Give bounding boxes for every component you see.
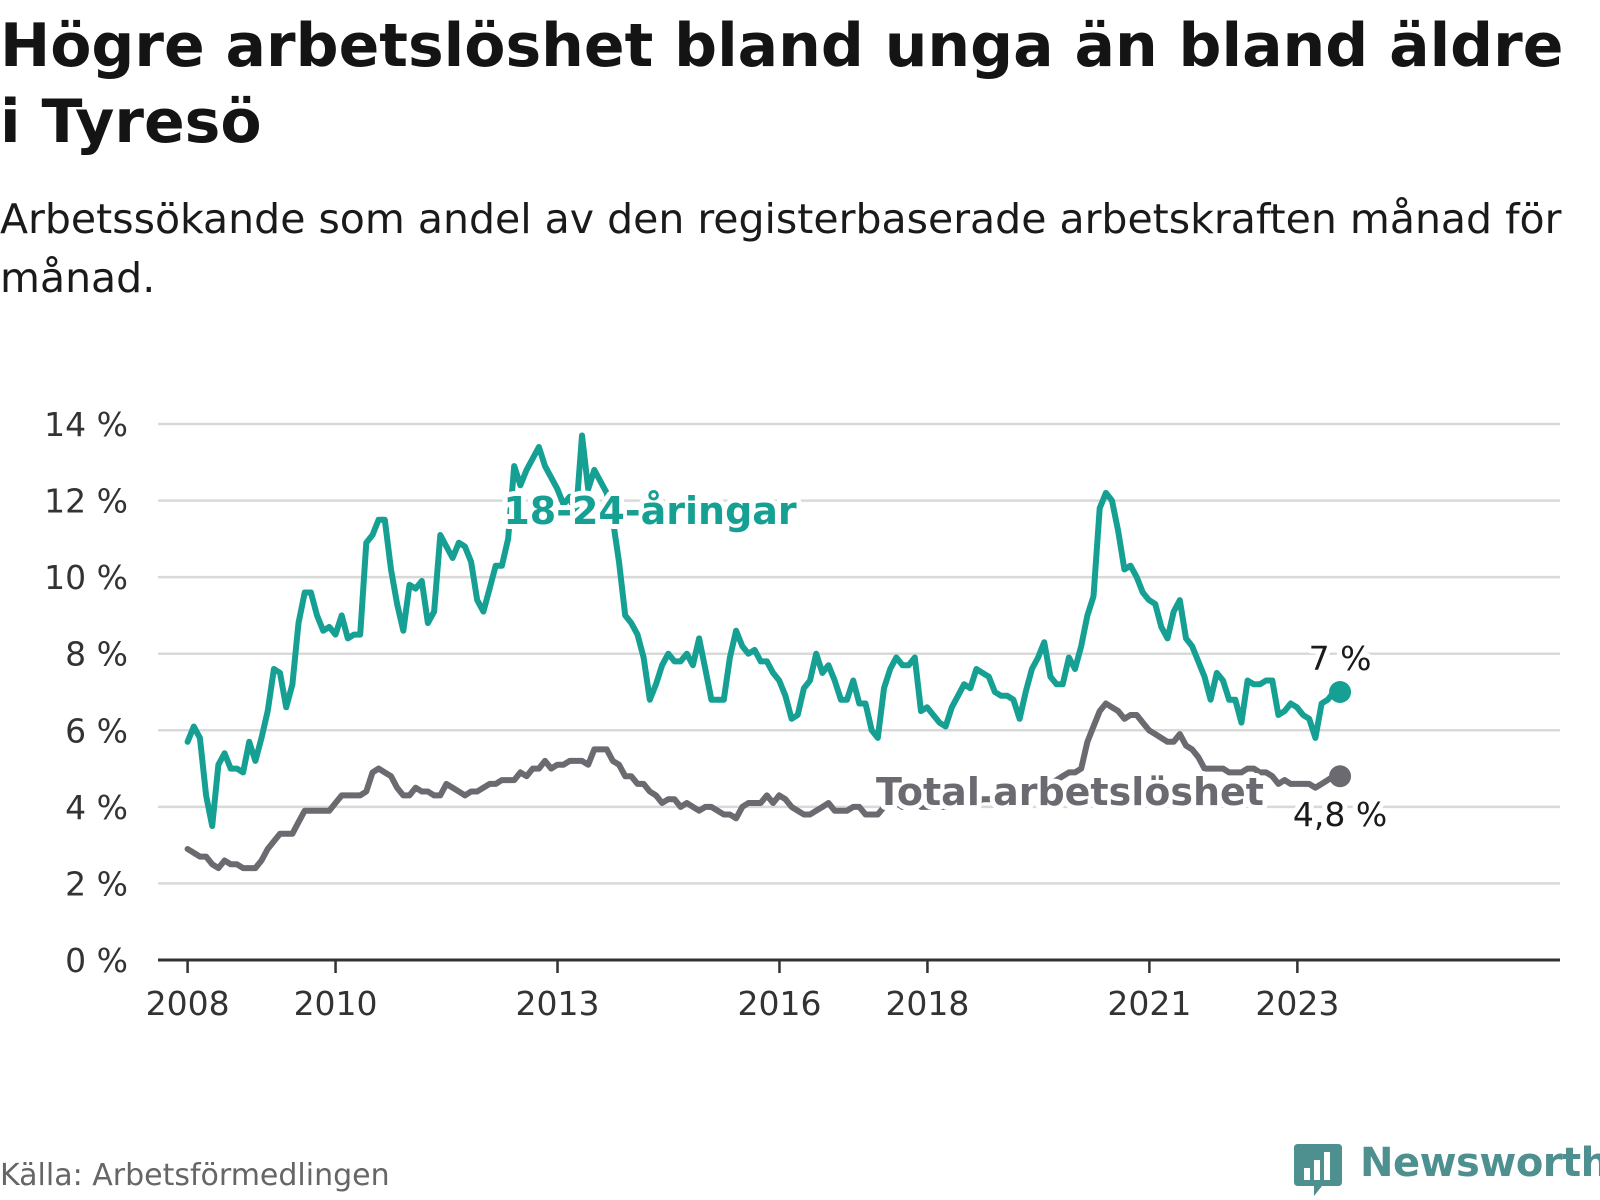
end-value-total: 4,8 %: [1293, 795, 1387, 834]
end-value-youth: 7 %: [1309, 639, 1372, 678]
y-tick-label: 0 %: [65, 941, 128, 980]
x-tick-label: 2023: [1255, 984, 1339, 1023]
x-tick-label: 2013: [516, 984, 600, 1023]
brand-name: Newsworthy: [1360, 1140, 1600, 1186]
chart-title: Högre arbetslöshet bland unga än bland ä…: [0, 11, 1564, 157]
series-end-marker-total: [1329, 765, 1352, 788]
x-tick-label: 2008: [146, 984, 230, 1023]
x-tick-label: 2021: [1107, 984, 1191, 1023]
x-tick-label: 2016: [737, 984, 821, 1023]
source-note: Källa: Arbetsförmedlingen: [0, 1158, 390, 1193]
y-tick-label: 10 %: [44, 558, 128, 597]
series-label-total: Total arbetslöshet: [876, 770, 1264, 814]
x-tick-label: 2018: [885, 984, 969, 1023]
series-end-marker-youth: [1329, 681, 1352, 703]
y-tick-label: 8 %: [65, 635, 128, 674]
series-line-total: [184, 700, 1344, 872]
x-tick-label: 2010: [294, 984, 378, 1023]
series-label-youth: 18-24-åringar: [503, 489, 797, 533]
chart-subtitle: Arbetssökande som andel av den registerb…: [0, 195, 1562, 302]
y-tick-label: 2 %: [65, 864, 128, 903]
y-tick-label: 12 %: [44, 482, 128, 521]
newsworthy-logo-icon: [1294, 1144, 1342, 1196]
y-tick-label: 4 %: [65, 788, 128, 827]
series-line-youth: [184, 432, 1344, 829]
y-tick-label: 6 %: [65, 711, 128, 750]
y-tick-label: 14 %: [44, 405, 128, 444]
